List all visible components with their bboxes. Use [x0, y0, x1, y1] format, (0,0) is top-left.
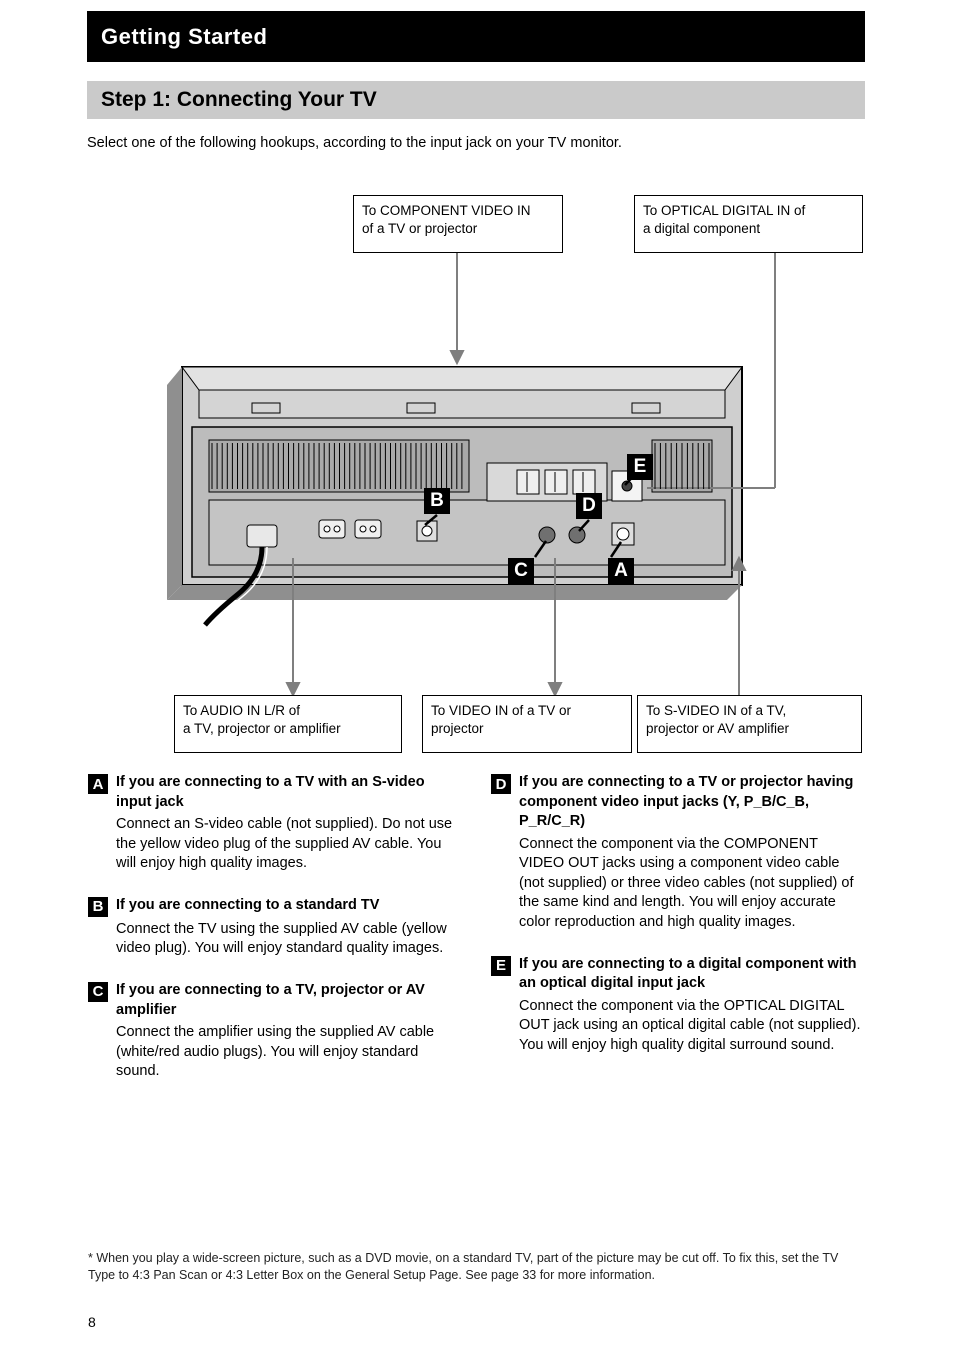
hookup-diagram: To COMPONENT VIDEO IN of a TV or project…: [87, 195, 865, 765]
callout-line: To VIDEO IN of a TV or: [431, 703, 571, 718]
callout-line: To COMPONENT VIDEO IN: [362, 203, 531, 218]
diagram-marker-a: A: [608, 558, 634, 584]
diagram-marker-c: C: [508, 558, 534, 584]
diagram-marker-e: E: [627, 454, 653, 480]
item-c-body: Connect the amplifier using the supplied…: [116, 1023, 463, 1082]
page-number: 8: [88, 1314, 96, 1330]
item-b-title: If you are connecting to a standard TV: [116, 896, 379, 916]
item-c-title: If you are connecting to a TV, projector…: [116, 981, 463, 1020]
callout-line: To S-VIDEO IN of a TV,: [646, 703, 786, 718]
intro-text: Select one of the following hookups, acc…: [87, 134, 865, 154]
letter-box-d: D: [491, 774, 511, 794]
item-d-title: If you are connecting to a TV or project…: [519, 773, 866, 832]
callout-line: a TV, projector or amplifier: [183, 721, 341, 736]
letter-box-b: B: [88, 897, 108, 917]
page-title: Step 1: Connecting Your TV: [101, 88, 377, 112]
item-e-title: If you are connecting to a digital compo…: [519, 955, 866, 994]
callout-audio: To AUDIO IN L/R of a TV, projector or am…: [174, 695, 402, 753]
letter-box-c: C: [88, 982, 108, 1002]
diagram-marker-d: D: [576, 493, 602, 519]
item-e: E If you are connecting to a digital com…: [491, 955, 866, 1056]
hookup-descriptions: A If you are connecting to a TV with an …: [88, 773, 866, 1104]
callout-line: projector: [431, 721, 484, 736]
item-a-body: Connect an S-video cable (not supplied).…: [116, 815, 463, 874]
section-title: Getting Started: [101, 24, 267, 50]
callout-line: projector or AV amplifier: [646, 721, 789, 736]
section-title-band: Getting Started: [87, 11, 865, 62]
callout-line: of a TV or projector: [362, 221, 477, 236]
callout-component-video: To COMPONENT VIDEO IN of a TV or project…: [353, 195, 563, 253]
item-e-body: Connect the component via the OPTICAL DI…: [519, 997, 866, 1056]
item-d-body: Connect the component via the COMPONENT …: [519, 835, 866, 933]
callout-optical: To OPTICAL DIGITAL IN of a digital compo…: [634, 195, 863, 253]
callout-line: To AUDIO IN L/R of: [183, 703, 300, 718]
page-title-band: Step 1: Connecting Your TV: [87, 81, 865, 119]
left-column: A If you are connecting to a TV with an …: [88, 773, 463, 1104]
item-a: A If you are connecting to a TV with an …: [88, 773, 463, 874]
device-illustration: [87, 195, 865, 765]
letter-box-e: E: [491, 956, 511, 976]
callout-svideo: To S-VIDEO IN of a TV, projector or AV a…: [637, 695, 862, 753]
callout-line: a digital component: [643, 221, 760, 236]
item-b-body: Connect the TV using the supplied AV cab…: [116, 920, 463, 959]
item-c: C If you are connecting to a TV, project…: [88, 981, 463, 1082]
letter-box-a: A: [88, 774, 108, 794]
footnote: * When you play a wide-screen picture, s…: [88, 1250, 866, 1284]
callout-video: To VIDEO IN of a TV or projector: [422, 695, 632, 753]
item-b: B If you are connecting to a standard TV…: [88, 896, 463, 959]
item-a-title: If you are connecting to a TV with an S-…: [116, 773, 463, 812]
item-d: D If you are connecting to a TV or proje…: [491, 773, 866, 933]
callout-line: To OPTICAL DIGITAL IN of: [643, 203, 805, 218]
right-column: D If you are connecting to a TV or proje…: [491, 773, 866, 1104]
diagram-marker-b: B: [424, 488, 450, 514]
